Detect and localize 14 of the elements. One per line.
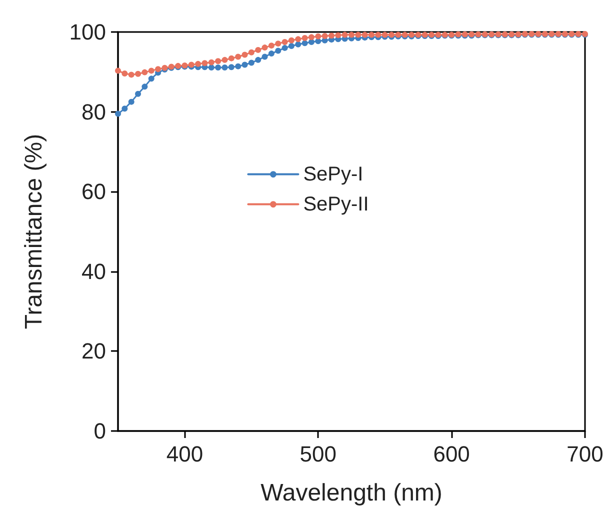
y-tick-label: 60	[82, 179, 106, 204]
x-axis-title: Wavelength (nm)	[260, 480, 442, 506]
legend-label: SePy-II	[303, 193, 369, 216]
x-tick-label: 600	[433, 442, 470, 466]
y-axis-title: Transmittance (%)	[20, 134, 48, 330]
y-tick-label: 0	[94, 418, 106, 444]
y-tick-label: 80	[82, 99, 106, 124]
y-tick-label: 40	[82, 258, 106, 284]
x-tick-label: 400	[166, 442, 204, 466]
y-tick-label: 20	[82, 338, 106, 364]
legend-label: SePy-I	[303, 163, 364, 186]
y-tick-label: 100	[69, 20, 106, 44]
x-tick-label: 700	[566, 442, 604, 466]
x-tick-label: 500	[300, 442, 336, 466]
